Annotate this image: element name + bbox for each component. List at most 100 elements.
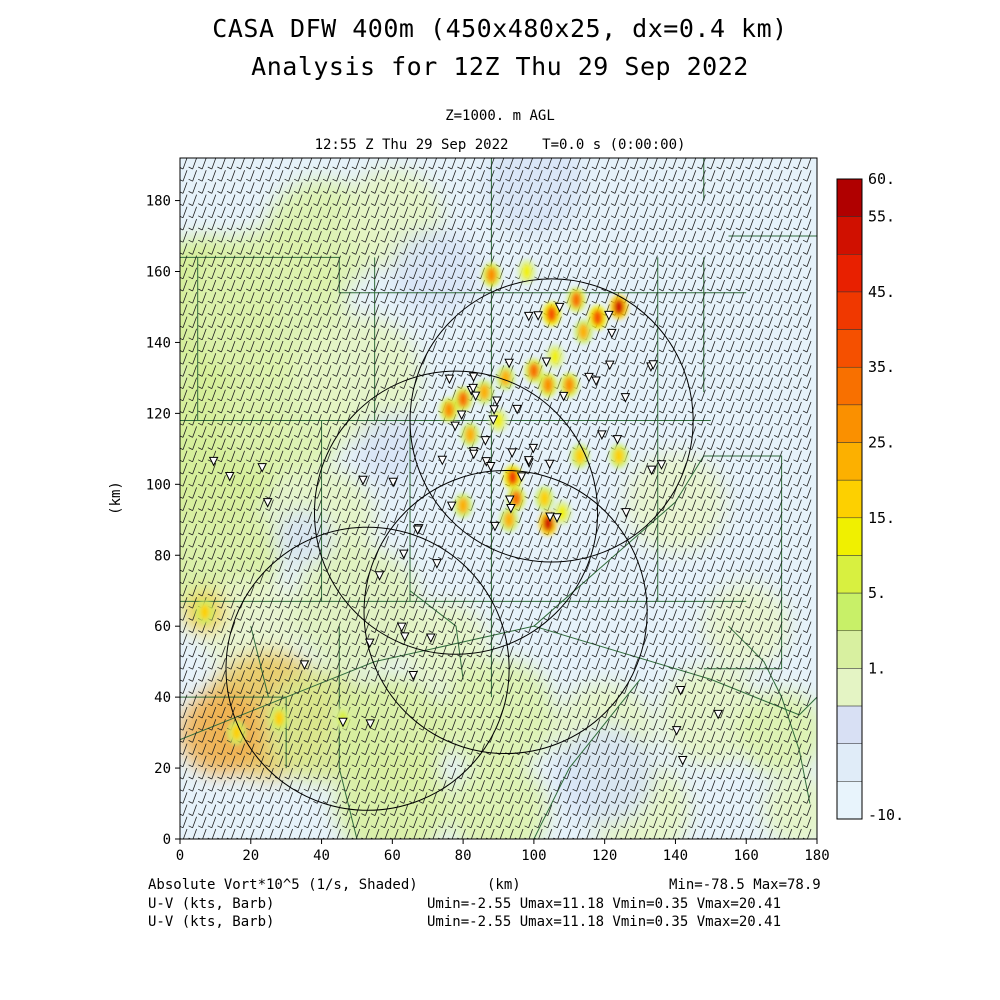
station-marker [492,396,502,407]
y-tick-label: 140 [146,335,171,351]
vorticity-max-core [564,377,575,393]
barb-label-2: U-V (kts, Barb) [148,914,275,930]
vorticity-max-core [574,447,585,464]
boundary-line [533,679,641,839]
colorbar: 60. 55. 45. 35. 25. 15. 5. 1. -10. [836,170,904,824]
station-marker [516,472,527,482]
colorbar-segment [836,705,863,744]
y-axis-label: (km) [108,481,124,515]
vorticity-max-core [486,267,497,284]
station-marker [358,475,368,486]
radar-range-ring [409,278,694,563]
vorticity-max-core [458,497,469,514]
y-tick-label: 20 [154,761,171,777]
station-marker [648,360,658,370]
station-marker [512,404,523,415]
vorticity-max-core [578,323,589,340]
colorbar-segment [836,254,863,293]
vorticity-max-core [539,490,550,507]
y-tick-label: 80 [154,548,171,564]
station-marker [621,508,631,518]
station-marker [656,460,667,470]
station-marker [597,430,607,440]
boundary-line [180,256,747,294]
colorbar-segment [836,442,863,481]
station-marker [528,443,539,454]
colorbar-label: 25. [868,434,895,452]
station-marker [365,719,376,729]
colorbar-segment [836,781,863,820]
x-axis-label: (km) [487,877,521,893]
station-marker [545,512,555,523]
vorticity-max-core [500,369,511,386]
vorticity-maxima [195,259,628,745]
station-marker [489,405,499,415]
station-marker [388,477,398,488]
colorbar-segment [836,630,863,669]
x-tick-label: 160 [734,848,759,864]
boundary-line [180,625,817,741]
colorbar-label: 45. [868,283,895,301]
colorbar-segment [836,592,863,632]
x-tick-label: 140 [663,848,688,864]
radar-range-rings [225,278,694,811]
field-blob [335,746,449,839]
plot-area [180,158,817,839]
plot-frame [179,157,818,840]
station-marker [485,462,496,472]
vorticity-max-core [521,263,532,280]
station-marker [523,456,534,466]
station-marker [646,465,657,476]
station-marker [412,525,423,536]
radar-range-ring [313,370,599,655]
field-blob [293,314,421,442]
colorbar-label: 15. [868,509,895,527]
y-tick-label: 120 [146,406,171,422]
station-marker [544,459,555,470]
station-marker [374,571,385,581]
vorticity-max-core [550,348,561,365]
station-marker [299,660,310,670]
y-tick-label: 40 [154,690,171,706]
station-marker [446,501,457,512]
station-marker [490,521,500,532]
y-tick-label: 0 [163,832,171,848]
field-blob [441,658,556,772]
colorbar-segment [836,216,863,255]
vorticity-max-core [546,306,557,323]
station-marker [552,513,562,523]
wind-barbs [180,158,812,839]
vorticity-max-core [613,298,624,315]
field-blob [661,665,761,765]
radar-range-ring [225,526,510,811]
vorticity-max-core [231,724,242,741]
station-marker [224,471,235,482]
station-marker [396,622,407,633]
x-tick-label: 20 [242,848,259,864]
x-tick-label: 40 [313,848,330,864]
station-marker [607,328,617,339]
x-tick-label: 180 [804,848,829,864]
x-tick-label: 100 [521,848,546,864]
station-marker [468,383,478,394]
station-marker [408,670,419,681]
x-tick-label: 0 [176,848,184,864]
colorbar-segment [836,743,863,782]
station-marker [533,311,543,321]
y-tick-label: 60 [154,619,171,635]
vorticity-max-core [504,511,515,528]
vorticity-max-core [511,490,522,507]
station-marker [432,559,442,569]
station-marker [506,503,516,514]
station-marker [541,357,552,368]
field-blob [703,583,789,669]
station-marker [257,463,267,473]
colorbar-segment [836,291,863,330]
colorbar-segment [836,329,863,368]
station-marker [558,391,569,402]
county-boundaries [180,158,817,839]
station-marker [675,685,686,696]
station-marker [450,421,460,432]
x-tick-label: 60 [384,848,401,864]
colorbar-segment [836,178,863,217]
